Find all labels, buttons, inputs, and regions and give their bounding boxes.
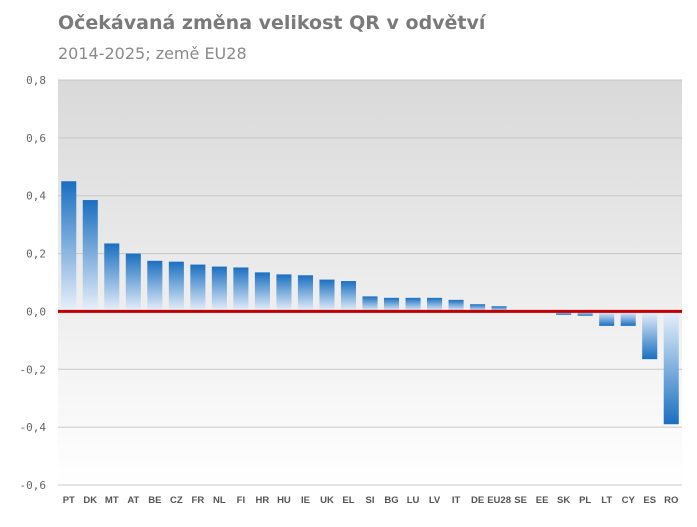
bar-it — [448, 299, 464, 312]
bar-cy — [620, 311, 636, 326]
x-tick-label: LU — [407, 495, 420, 506]
y-tick-label: -0,4 — [20, 421, 47, 434]
bar-hu — [276, 274, 292, 312]
x-tick-label: BG — [384, 495, 398, 506]
bar-at — [125, 253, 141, 312]
x-tick-label: IT — [452, 495, 461, 506]
bar-ro — [663, 311, 679, 425]
chart-subtitle: 2014-2025; země EU28 — [58, 44, 247, 63]
x-tick-label: EE — [536, 495, 549, 506]
y-tick-label: 0,6 — [26, 132, 46, 145]
bar-pt — [61, 181, 77, 312]
bar-cz — [168, 261, 184, 312]
x-tick-label: LT — [601, 495, 612, 506]
bar-uk — [319, 279, 335, 312]
x-tick-label: HU — [277, 495, 291, 506]
x-tick-label: HR — [256, 495, 270, 506]
x-tick-label: LV — [429, 495, 441, 506]
bar-lv — [427, 297, 443, 312]
chart-title: Očekávaná změna velikost QR v odvětví — [58, 12, 486, 34]
x-tick-label: CZ — [170, 495, 183, 506]
bar-dk — [82, 200, 98, 312]
x-tick-label: IE — [301, 495, 310, 506]
x-tick-label: PT — [63, 495, 75, 506]
x-tick-label: SI — [366, 495, 375, 506]
x-tick-label: BE — [148, 495, 161, 506]
bar-eu28 — [491, 306, 507, 312]
x-tick-label: RO — [664, 495, 678, 506]
x-tick-label: NL — [213, 495, 226, 506]
bar-el — [340, 281, 357, 312]
bar-fr — [190, 264, 206, 312]
bar-de — [470, 304, 486, 312]
bar-lt — [599, 311, 615, 326]
bar-sk — [556, 311, 572, 315]
y-tick-label: 0,8 — [26, 74, 46, 87]
bar-be — [147, 260, 163, 312]
x-tick-label: UK — [320, 495, 334, 506]
bar-nl — [211, 266, 227, 312]
y-tick-label: 0,4 — [26, 190, 46, 203]
x-tick-label: EL — [342, 495, 354, 506]
bar-bg — [383, 297, 400, 312]
x-tick-label: FR — [192, 495, 205, 506]
y-tick-label: -0,2 — [20, 363, 47, 376]
bar-lu — [405, 297, 421, 312]
x-tick-label: CY — [622, 495, 636, 506]
bar-hr — [254, 272, 270, 312]
bar-si — [362, 296, 378, 312]
y-tick-label: 0,0 — [26, 305, 46, 318]
bar-fi — [233, 267, 249, 312]
x-tick-label: DE — [471, 495, 484, 506]
x-tick-label: ES — [643, 495, 656, 506]
x-tick-label: MT — [105, 495, 119, 506]
bar-es — [642, 311, 658, 360]
bar-mt — [104, 243, 120, 312]
x-tick-label: PL — [579, 495, 591, 506]
bar-ie — [297, 275, 313, 312]
y-tick-label: 0,2 — [26, 248, 46, 261]
x-tick-label: DK — [83, 495, 97, 506]
x-tick-label: AT — [127, 495, 139, 506]
y-tick-label: -0,6 — [20, 479, 47, 492]
x-tick-label: SE — [514, 495, 527, 506]
bar-pl — [577, 311, 593, 316]
x-tick-label: FI — [237, 495, 245, 506]
x-tick-label: SK — [557, 495, 570, 506]
x-tick-label: EU28 — [487, 495, 511, 506]
